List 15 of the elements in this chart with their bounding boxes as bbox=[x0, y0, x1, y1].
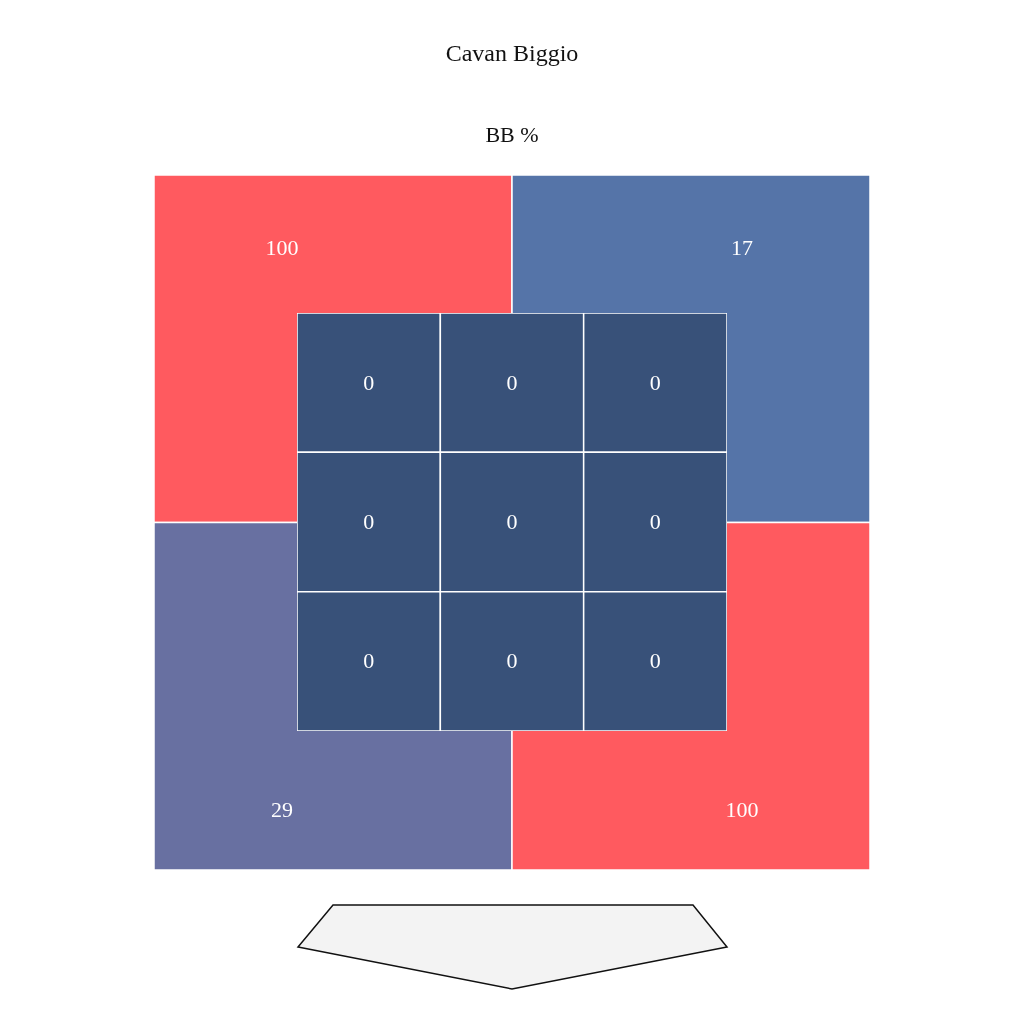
data-label: 0 bbox=[363, 509, 375, 534]
data-label: 0 bbox=[506, 369, 518, 395]
data-label: 0 bbox=[649, 369, 661, 395]
data-label: 0 bbox=[506, 509, 518, 534]
data-label: 0 bbox=[363, 369, 375, 395]
data-label: 100 bbox=[265, 235, 299, 260]
data-label: 0 bbox=[649, 648, 661, 674]
chart-title: Cavan Biggio bbox=[444, 40, 580, 66]
data-label: 100 bbox=[725, 797, 759, 822]
chart-subtitle: BB % bbox=[484, 122, 540, 147]
data-label: 0 bbox=[649, 509, 661, 534]
data-label: 0 bbox=[363, 648, 375, 674]
data-label: 29 bbox=[271, 797, 293, 822]
data-label: 17 bbox=[731, 235, 753, 260]
data-label: 0 bbox=[506, 648, 518, 674]
